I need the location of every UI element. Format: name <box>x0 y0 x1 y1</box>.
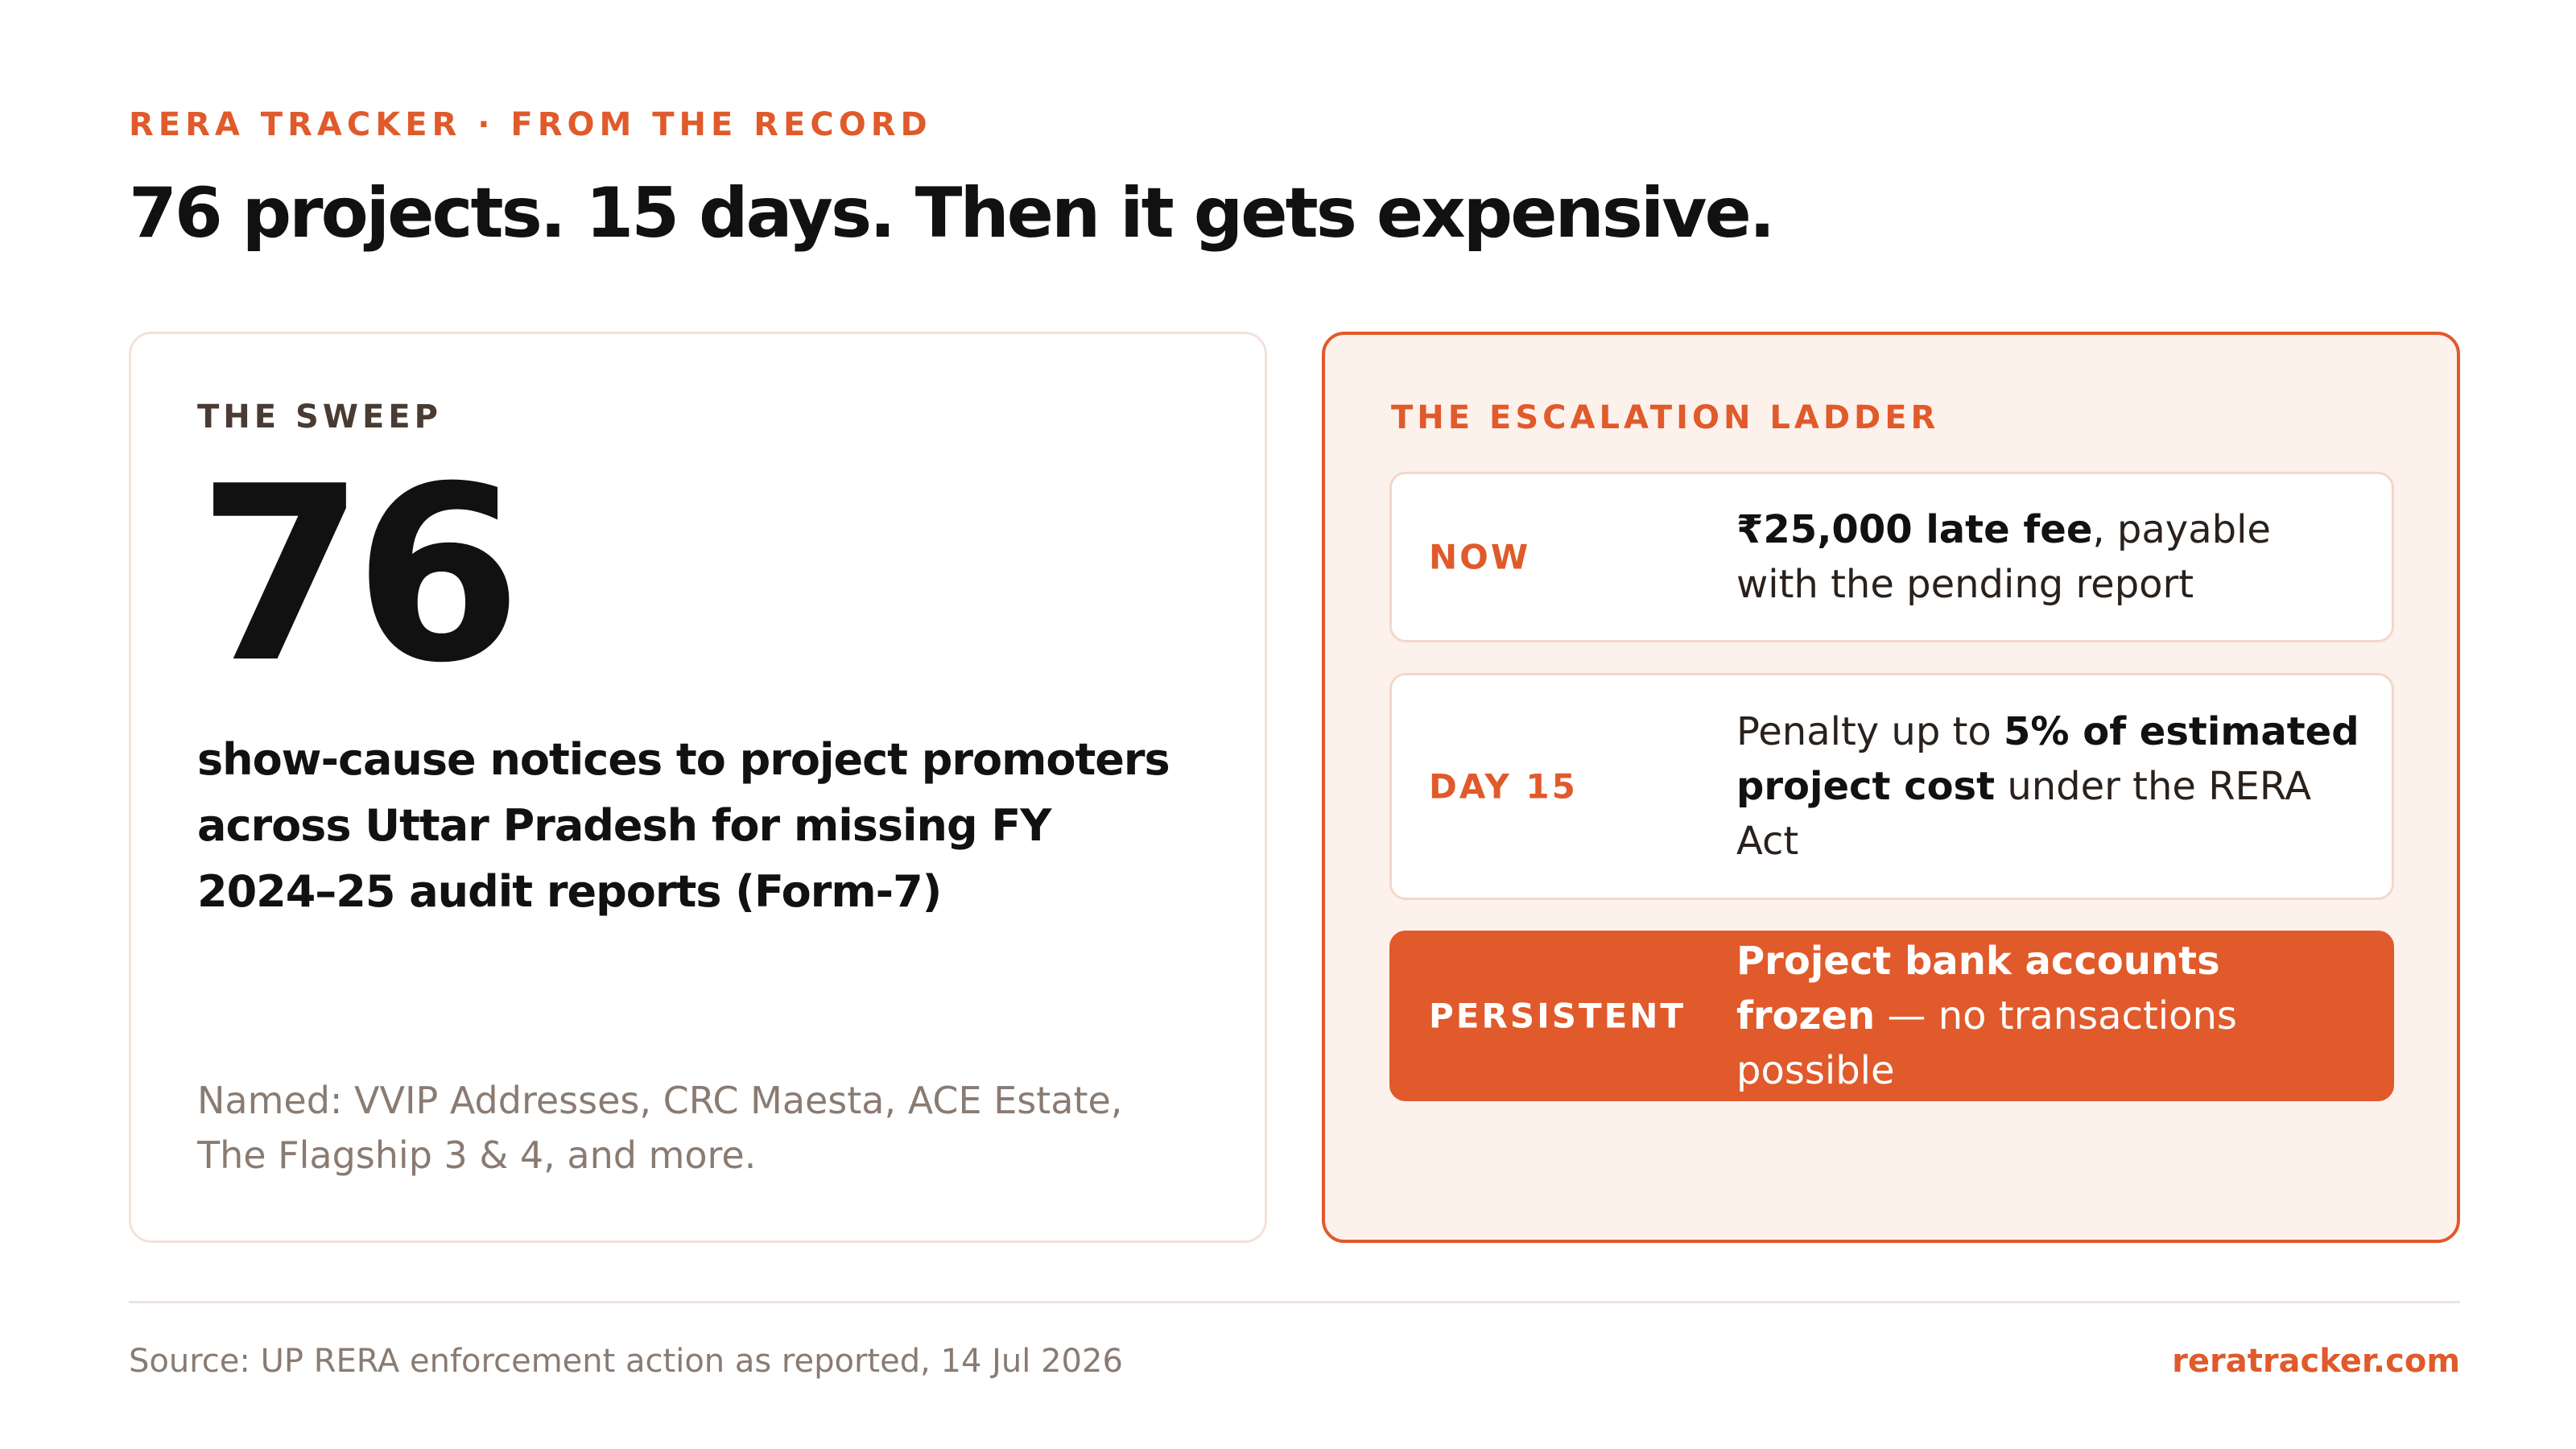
footer-divider <box>129 1301 2460 1303</box>
headline: 76 projects. 15 days. Then it gets expen… <box>129 173 1775 254</box>
step-text-rest: under the RERA Act <box>1736 764 2312 864</box>
step-text: Penalty up to 5% of estimated project co… <box>1736 704 2364 869</box>
sweep-card: THE SWEEP 76 show-cause notices to proje… <box>129 332 1267 1243</box>
sweep-named-projects: Named: VVIP Addresses, CRC Maesta, ACE E… <box>197 1079 1123 1177</box>
site-link[interactable]: reratracker.com <box>2172 1343 2460 1380</box>
step-text-bold: Project bank accounts frozen <box>1736 939 2220 1038</box>
sweep-count: 76 <box>197 435 522 716</box>
step-text: Project bank accounts frozen — no transa… <box>1736 934 2364 1098</box>
step-text: ₹25,000 late fee, payable with the pendi… <box>1736 502 2364 612</box>
step-label: NOW <box>1429 537 1531 577</box>
step-label: PERSISTENT <box>1429 996 1686 1036</box>
step-text-pre: Penalty up to <box>1736 709 2004 754</box>
ladder-step-persistent: PERSISTENT Project bank accounts frozen … <box>1389 931 2394 1101</box>
sweep-description: show-cause notices to project promoters … <box>197 734 1170 917</box>
escalation-card: THE ESCALATION LADDER NOW ₹25,000 late f… <box>1322 332 2460 1243</box>
sweep-label: THE SWEEP <box>197 398 442 436</box>
kicker: RERA TRACKER · FROM THE RECORD <box>129 106 932 143</box>
ladder-step-day-15: DAY 15 Penalty up to 5% of estimated pro… <box>1389 673 2394 900</box>
escalation-label: THE ESCALATION LADDER <box>1391 399 1940 436</box>
step-text-rest: , payable with the pending report <box>1736 507 2271 607</box>
ladder-step-now: NOW ₹25,000 late fee, payable with the p… <box>1389 472 2394 642</box>
step-label: DAY 15 <box>1429 766 1578 807</box>
step-text-bold: 5% of estimated project cost <box>1736 709 2359 809</box>
step-text-bold: ₹25,000 late fee <box>1736 507 2093 552</box>
step-text-rest: — no transactions possible <box>1736 993 2237 1093</box>
source-note: Source: UP RERA enforcement action as re… <box>129 1343 1123 1380</box>
